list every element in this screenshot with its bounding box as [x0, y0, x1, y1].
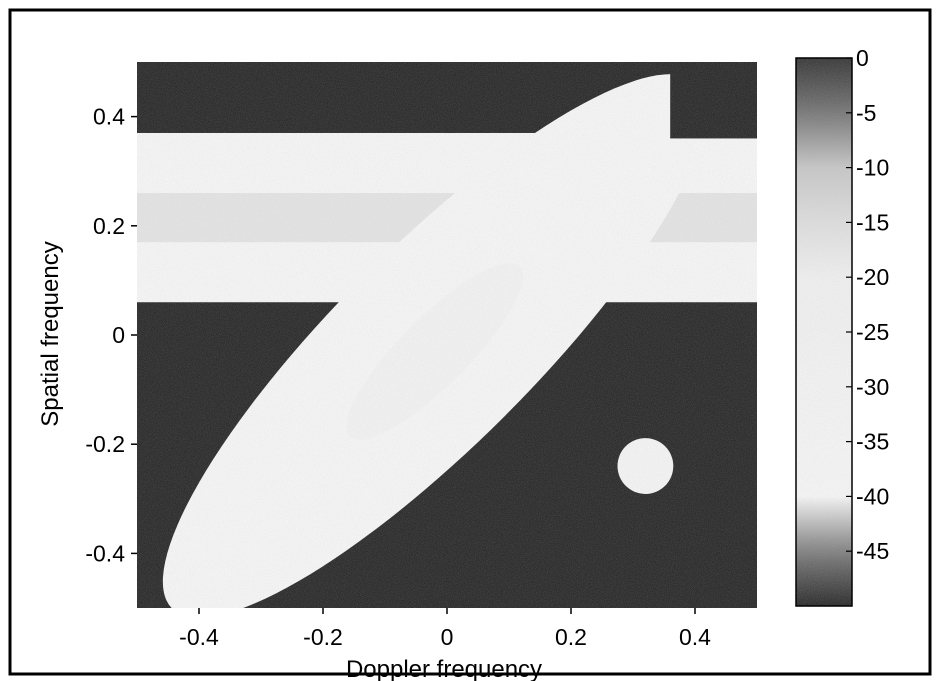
y-tick-label: -0.2: [85, 431, 125, 457]
y-tick-label: 0.4: [93, 104, 125, 130]
x-tick-label: -0.4: [179, 624, 219, 650]
heatmap-grain: [137, 62, 757, 608]
x-axis: -0.4 -0.2 0 0.2 0.4: [179, 608, 711, 650]
figure-frame: [8, 8, 932, 676]
y-axis: -0.4 -0.2 0 0.2 0.4: [85, 104, 137, 566]
colorbar-tick-label: 0: [856, 45, 869, 71]
colorbar-tick-label: -5: [856, 100, 876, 126]
colorbar-tick-label: -15: [856, 209, 889, 235]
y-tick-label: 0: [112, 322, 125, 348]
colorbar-ticks: 0 -5 -10 -15 -20 -25 -30 -35 -40 -45: [846, 45, 889, 564]
plot-area: [137, 62, 757, 608]
colorbar: 0 -5 -10 -15 -20 -25 -30 -35 -40 -45: [795, 45, 889, 607]
x-tick-label: 0: [441, 624, 454, 650]
x-tick-label: 0.2: [555, 624, 587, 650]
colorbar-tick-label: -40: [856, 483, 889, 509]
y-tick-label: -0.4: [85, 540, 125, 566]
colorbar-tick-label: -30: [856, 374, 889, 400]
y-tick-label: 0.2: [93, 213, 125, 239]
colorbar-tick-label: -25: [856, 319, 889, 345]
x-tick-label: -0.2: [303, 624, 343, 650]
colorbar-tick-label: -10: [856, 155, 889, 181]
colorbar-grain: [796, 58, 852, 606]
colorbar-tick-label: -35: [856, 429, 889, 455]
x-axis-label: Doppler frequency: [346, 656, 542, 681]
y-axis-label: Spatial frequency: [37, 241, 64, 426]
x-tick-label: 0.4: [679, 624, 711, 650]
colorbar-tick-label: -20: [856, 264, 889, 290]
colorbar-tick-label: -45: [856, 538, 889, 564]
